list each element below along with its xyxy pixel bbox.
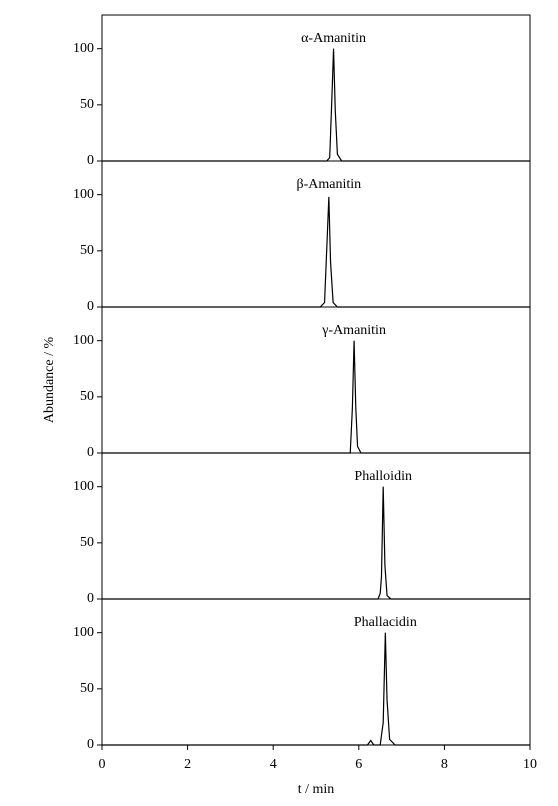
y-tick-label: 0 [87,153,94,168]
y-tick-label: 0 [87,299,94,314]
y-tick-label: 100 [73,187,94,202]
chromatogram-line [102,632,530,746]
y-tick-label: 100 [73,41,94,56]
peak-label: Phalloidin [354,469,412,484]
chromatogram-line [102,486,530,600]
peak-label: Phallacidin [354,615,417,630]
x-tick-label: 8 [441,757,448,772]
y-axis-label: Abundance / % [42,337,57,424]
chromatogram-line [102,340,530,454]
chromatogram-line [102,196,530,308]
panel-frame [101,306,531,454]
y-tick-label: 50 [80,681,94,696]
x-axis-label: t / min [298,782,335,797]
panel-frame [101,452,531,600]
y-tick-label: 50 [80,535,94,550]
y-tick-label: 0 [87,445,94,460]
y-tick-label: 100 [73,333,94,348]
y-tick-label: 100 [73,625,94,640]
x-tick-label: 2 [184,757,191,772]
x-tick-label: 6 [355,757,362,772]
peak-label: β-Amanitin [297,177,362,192]
y-tick-label: 0 [87,591,94,606]
peak-label: α-Amanitin [301,31,366,46]
panel-frame [101,598,531,746]
x-tick-label: 0 [99,757,106,772]
x-tick-label: 10 [523,757,537,772]
x-tick-label: 4 [270,757,277,772]
y-tick-label: 0 [87,737,94,752]
chromatogram-line [102,48,530,162]
y-tick-label: 50 [80,97,94,112]
y-tick-label: 50 [80,389,94,404]
y-tick-label: 50 [80,243,94,258]
peak-label: γ-Amanitin [321,323,386,338]
y-tick-label: 100 [73,479,94,494]
